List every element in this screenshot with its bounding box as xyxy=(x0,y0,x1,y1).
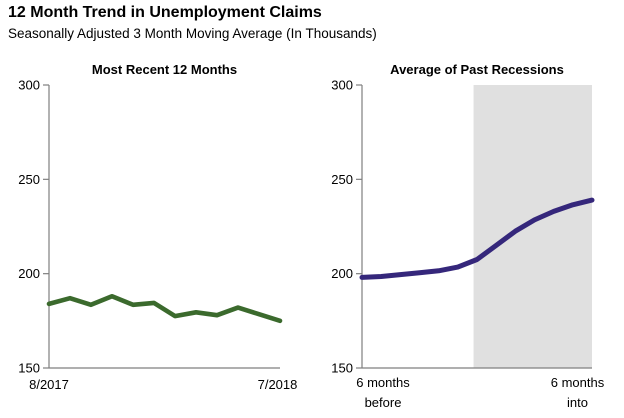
average-past-recessions-chart-canvas: 150 200 250 300 6 months before 6 months into xyxy=(331,78,605,411)
recession-shaded-region xyxy=(473,85,592,368)
chart-title-recent-12-months: Most Recent 12 Months xyxy=(91,62,238,77)
y-tick-label: 200 xyxy=(18,266,40,281)
y-tick-label: 300 xyxy=(331,78,353,93)
x-tick-label: into xyxy=(567,395,588,410)
y-tick-label: 300 xyxy=(18,78,40,93)
x-tick-label: 7/2018 xyxy=(258,377,298,392)
data-line xyxy=(46,294,283,324)
data-line xyxy=(359,197,595,280)
figure-subtitle: Seasonally Adjusted 3 Month Moving Avera… xyxy=(8,26,377,41)
y-tick-label: 150 xyxy=(18,361,40,376)
x-tick-label: 6 months xyxy=(551,375,605,390)
x-tick-label: before xyxy=(365,395,402,410)
y-tick-label: 250 xyxy=(18,172,40,187)
y-tick-label: 200 xyxy=(331,266,353,281)
figure-title: 12 Month Trend in Unemployment Claims xyxy=(8,4,322,21)
x-tick-label: 6 months xyxy=(356,375,410,390)
chart-title-average-past-recessions: Average of Past Recessions xyxy=(390,62,564,77)
x-tick-label: 8/2017 xyxy=(29,377,69,392)
y-tick-label: 150 xyxy=(331,361,353,376)
recent-12-months-chart-canvas: 150 200 250 300 8/2017 7/2018 xyxy=(18,78,298,393)
y-tick-label: 250 xyxy=(331,172,353,187)
